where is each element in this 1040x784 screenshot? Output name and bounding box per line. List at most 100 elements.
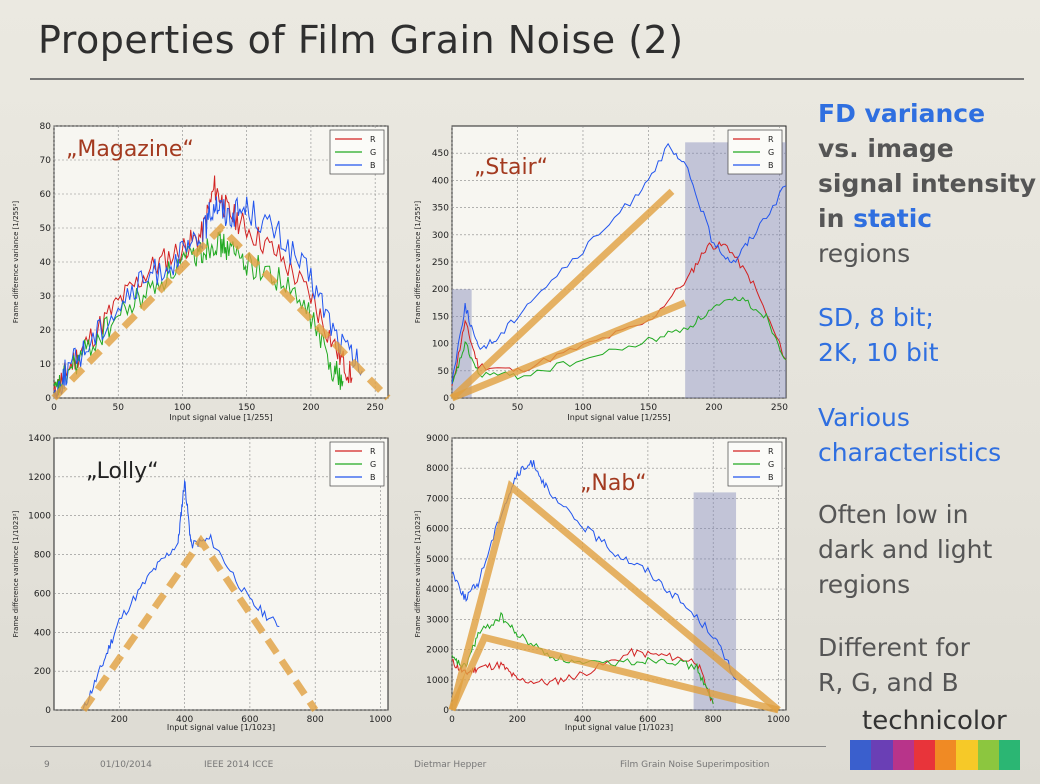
series-line-g: [451, 611, 714, 705]
x-axis-label: Input signal value [1/255]: [169, 413, 272, 422]
legend-label-r: R: [768, 135, 774, 144]
right-panel-block-5: Different for R, G, and B: [818, 630, 970, 700]
dark-light-text: dark and light: [818, 535, 993, 564]
chart-stair: 0 50 100 150 200 250 0 50 100 150 200 250 300 350 400 4…: [414, 125, 788, 422]
y-tick-label: 40: [40, 258, 52, 268]
footer-divider: [30, 746, 826, 747]
regions-text: regions: [818, 239, 911, 268]
x-tick-label: 1000: [767, 715, 790, 725]
characteristics-text: characteristics: [818, 438, 1002, 467]
legend-label-r: R: [370, 447, 376, 456]
rgb-text: R, G, and B: [818, 668, 959, 697]
y-tick-label: 70: [40, 156, 52, 166]
x-tick-label: 800: [705, 715, 722, 725]
technicolor-logo-text: technicolor: [862, 706, 1007, 736]
y-tick-label: 0: [45, 706, 51, 716]
right-panel-block-1: FD variance vs. image signal intensity i…: [818, 96, 1036, 271]
legend-label-r: R: [370, 135, 376, 144]
fit-line: [51, 223, 391, 401]
right-panel-block-3: Various characteristics: [818, 400, 1001, 470]
footer-date: 01/10/2014: [100, 760, 152, 770]
series-line-g: [451, 296, 787, 385]
legend-label-r: R: [768, 447, 774, 456]
logo-stripe: [998, 740, 1020, 770]
y-axis-label: Frame difference variance [1/1023²]: [12, 510, 20, 637]
chart-title-label: „Nab“: [580, 471, 647, 496]
different-for-text: Different for: [818, 633, 970, 662]
vs-image-text: vs. image: [818, 134, 954, 163]
y-tick-label: 30: [40, 292, 52, 302]
static-region-shade: [685, 142, 786, 398]
series-line-r: [53, 175, 353, 400]
x-tick-label: 200: [509, 715, 526, 725]
x-tick-label: 0: [51, 403, 57, 413]
x-tick-label: 200: [302, 403, 319, 413]
footer-author: Dietmar Hepper: [414, 760, 487, 770]
logo-stripe: [956, 740, 978, 770]
y-tick-label: 0: [443, 706, 449, 716]
fit-line: [450, 299, 687, 402]
x-tick-label: 0: [449, 403, 455, 413]
technicolor-logo-stripes: [850, 740, 1020, 770]
often-low-text: Often low in: [818, 500, 969, 529]
x-tick-label: 400: [176, 715, 193, 725]
logo-stripe: [892, 740, 914, 770]
logo-stripe: [935, 740, 957, 770]
y-tick-label: 50: [438, 367, 450, 377]
y-tick-label: 20: [40, 326, 52, 336]
x-tick-label: 250: [367, 403, 384, 413]
various-text: Various: [818, 403, 910, 432]
x-axis-label: Input signal value [1/1023]: [565, 723, 673, 732]
x-tick-label: 600: [639, 715, 656, 725]
footer-page-number: 9: [44, 760, 50, 770]
y-tick-label: 450: [432, 149, 449, 159]
x-tick-label: 0: [449, 715, 455, 725]
x-tick-label: 200: [705, 403, 722, 413]
legend-label-g: G: [768, 148, 774, 157]
x-tick-label: 800: [307, 715, 324, 725]
chart-magazine: 0 50 100 150 200 250 0 10 20 30 40 50 60 70 80 Input si…: [12, 122, 391, 422]
title-divider: [30, 78, 1024, 80]
fit-line: [80, 534, 319, 712]
right-panel-block-2: SD, 8 bit; 2K, 10 bit: [818, 300, 939, 370]
y-tick-label: 100: [432, 340, 449, 350]
x-tick-label: 600: [241, 715, 258, 725]
fd-variance-text: FD variance: [818, 99, 986, 128]
y-tick-label: 600: [34, 589, 51, 599]
y-tick-label: 7000: [426, 494, 449, 504]
chart-lolly: 200 400 600 800 1000 0 200 400 600 800 1000 1200 140…: [12, 434, 392, 732]
legend-label-b: B: [370, 161, 376, 170]
y-tick-label: 800: [34, 551, 51, 561]
y-tick-label: 200: [34, 667, 51, 677]
series-line-r: [451, 647, 714, 705]
y-axis-label: Frame difference variance [1/1023²]: [414, 510, 422, 637]
static-region-shade: [693, 492, 737, 710]
in-text: in: [818, 204, 854, 233]
x-tick-label: 200: [111, 715, 128, 725]
y-tick-label: 10: [40, 360, 52, 370]
fit-line: [448, 633, 780, 714]
x-tick-label: 400: [574, 715, 591, 725]
x-tick-label: 50: [113, 403, 125, 413]
legend-label-g: G: [370, 148, 376, 157]
2k-10bit-text: 2K, 10 bit: [818, 338, 939, 367]
y-axis-label: Frame difference variance [1/255²]: [414, 201, 422, 323]
chart-title-label: „Lolly“: [86, 459, 159, 484]
y-tick-label: 9000: [426, 434, 449, 444]
y-tick-label: 5000: [426, 555, 449, 565]
y-tick-label: 300: [432, 231, 449, 241]
x-axis-label: Input signal value [1/255]: [567, 413, 670, 422]
x-tick-label: 100: [174, 403, 191, 413]
legend-label-g: G: [370, 460, 376, 469]
y-tick-label: 80: [40, 122, 52, 132]
series-line-b: [451, 460, 737, 681]
fit-line: [449, 188, 675, 401]
x-tick-label: 150: [640, 403, 657, 413]
series-line-b: [53, 196, 363, 399]
y-tick-label: 8000: [426, 464, 449, 474]
y-tick-label: 3000: [426, 615, 449, 625]
chart-title-label: „Stair“: [474, 155, 548, 180]
logo-stripe: [913, 740, 935, 770]
y-tick-label: 4000: [426, 585, 449, 595]
